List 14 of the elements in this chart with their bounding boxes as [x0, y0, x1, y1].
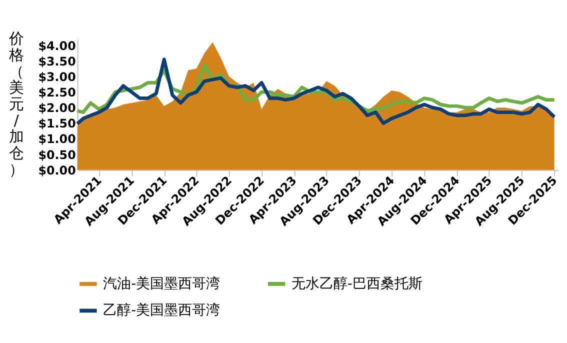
legend-label: 无水乙醇-巴西桑托斯 [291, 276, 422, 292]
y-tick-label: $4.00 [38, 38, 76, 53]
y-tick-label: $2.00 [38, 101, 76, 116]
y-tick-label: $3.50 [38, 54, 76, 68]
text: 价格（美元/加仓） [8, 30, 24, 178]
legend-label: 乙醇-美国墨西哥湾 [103, 302, 220, 319]
line-series [76, 58, 556, 126]
y-tick-label: $3.00 [38, 70, 76, 84]
y-tick-label: $0.50 [38, 148, 76, 162]
y-tick-label: $2.50 [38, 86, 76, 100]
y-tick-label: $1.00 [38, 132, 76, 146]
legend-label: 汽油-美国墨西哥湾 [103, 276, 220, 292]
y-tick-label: $1.50 [38, 116, 76, 131]
y-tick-label: $0.00 [38, 163, 76, 178]
